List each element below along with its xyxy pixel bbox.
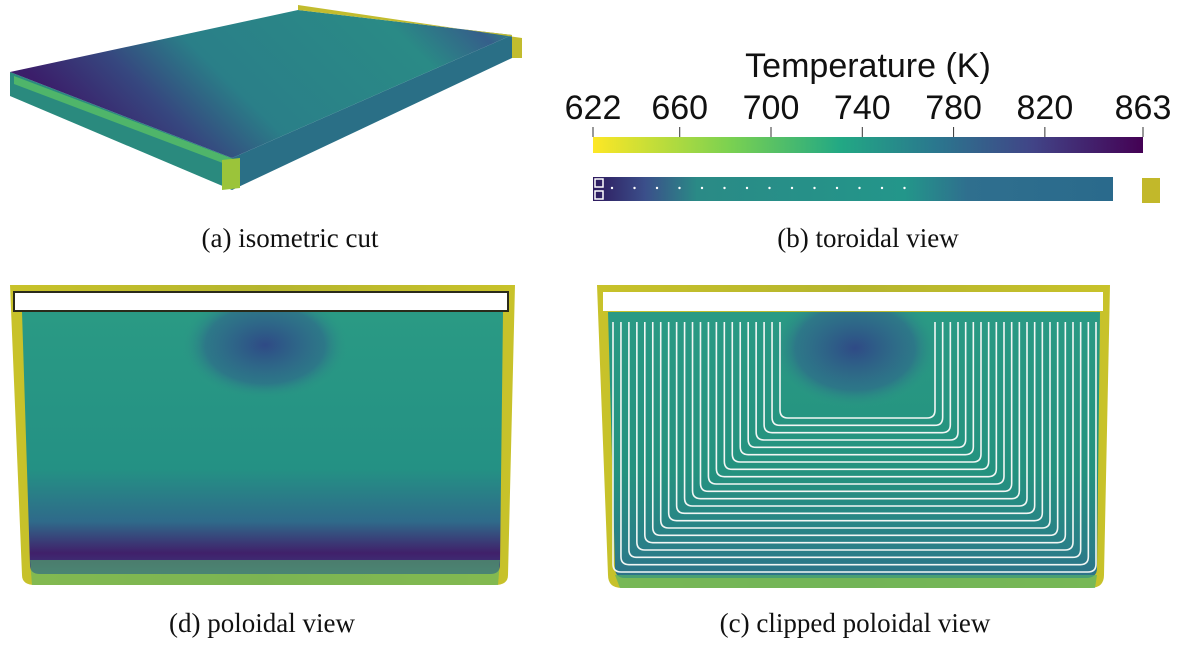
colorbar: Temperature (K) 622 660 700 740 780 820 863 (565, 47, 1172, 153)
channel-dot (746, 187, 748, 189)
caption: (b) toroidal view (777, 223, 959, 253)
channel-dot (656, 187, 658, 189)
channel-dot (881, 187, 883, 189)
poloidal-render (10, 285, 515, 585)
channel-dot (633, 187, 635, 189)
toroidal-render (593, 177, 1160, 203)
caption: (c) clipped poloidal view (720, 608, 991, 638)
caption: (d) poloidal view (169, 608, 355, 638)
colorbar-tick-label: 700 (743, 89, 800, 127)
clipped-poloidal-render (597, 285, 1110, 588)
channel-dot (858, 187, 860, 189)
caption: (a) isometric cut (202, 223, 379, 253)
colorbar-tick-label: 863 (1115, 89, 1172, 127)
channel-dot (813, 187, 815, 189)
figure: (a) isometric cut Temperature (K) 622 660… (0, 0, 1193, 652)
colorbar-tick-label: 622 (565, 89, 622, 127)
colorbar-tick-label: 740 (834, 89, 891, 127)
channel-dot (701, 187, 703, 189)
channel-dot (611, 187, 613, 189)
channel-dot (723, 187, 725, 189)
channel-dot (836, 187, 838, 189)
isometric-render (10, 5, 522, 190)
colorbar-tick-label: 820 (1017, 89, 1074, 127)
channel-dot (678, 187, 680, 189)
channel-dot (903, 187, 905, 189)
channel-dot (768, 187, 770, 189)
colorbar-tick-label: 780 (925, 89, 982, 127)
colorbar-tick-label: 660 (651, 89, 708, 127)
colorbar-gradient (593, 137, 1143, 153)
channel-dot (791, 187, 793, 189)
colorbar-title: Temperature (K) (745, 47, 991, 85)
